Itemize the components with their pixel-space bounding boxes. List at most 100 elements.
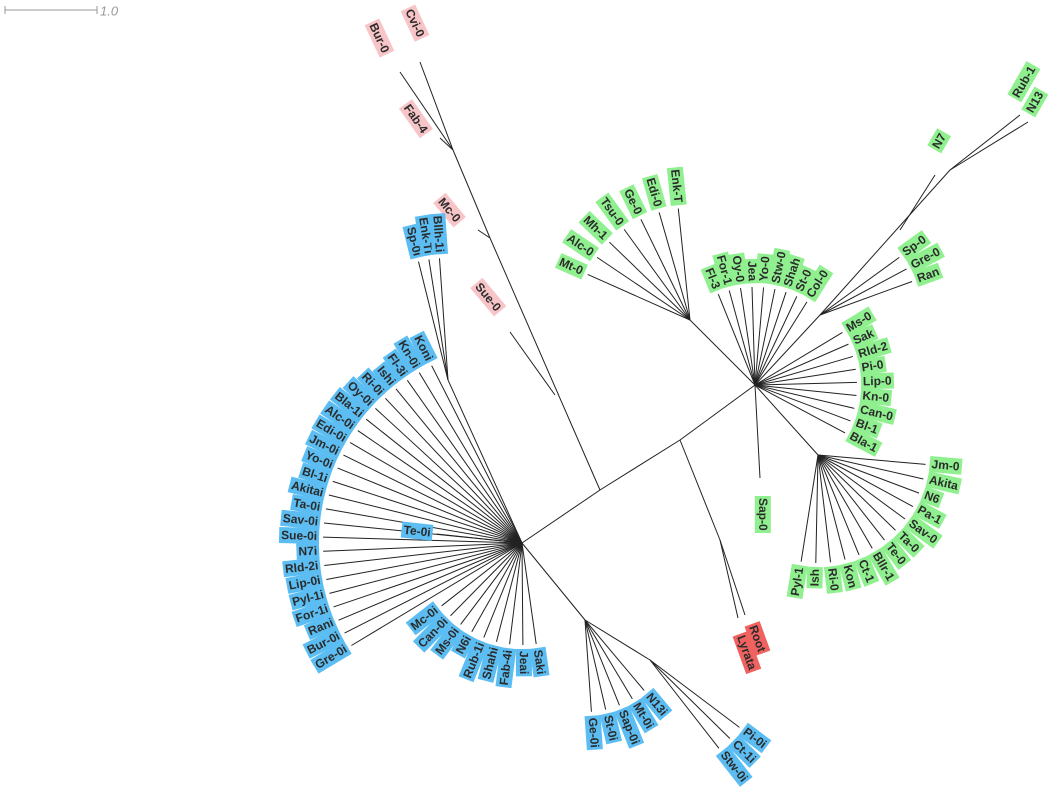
label-bg: [311, 414, 352, 447]
branch: [754, 301, 808, 386]
leaf: Jm-0: [928, 455, 963, 475]
branch: [817, 454, 860, 556]
branch: [323, 536, 523, 544]
label-bg: [854, 337, 892, 363]
leaf-label: Kon: [841, 563, 860, 589]
label-bg: [1021, 86, 1049, 118]
leaf: Shahi: [477, 643, 503, 683]
branch: [489, 237, 601, 491]
branch: [326, 542, 523, 580]
label-bg: [458, 637, 489, 683]
label-bg: [666, 166, 687, 207]
leaf: Fab-4: [398, 99, 433, 139]
leaf-label: Ri-0: [825, 567, 842, 591]
label-bg: [470, 277, 507, 317]
label-bg: [301, 446, 338, 474]
branch: [649, 659, 720, 749]
branch: [754, 296, 798, 386]
branch: [521, 542, 586, 621]
label-bg: [329, 386, 369, 423]
label-bg: [754, 496, 771, 534]
branch: [328, 494, 523, 544]
branch: [584, 619, 592, 712]
branch: [351, 542, 523, 646]
branch: [817, 454, 914, 507]
branch: [754, 384, 855, 409]
leaf: Oy-0: [728, 252, 749, 286]
branch: [817, 454, 926, 465]
label-bg: [303, 613, 338, 641]
label-bg: [806, 566, 823, 589]
label-bg: [778, 253, 805, 291]
branch: [399, 71, 454, 151]
leaf: Pyl-1: [786, 563, 808, 600]
leaf: Mt-0: [554, 253, 588, 280]
label-bg: [925, 471, 962, 495]
label-bg: [614, 705, 645, 749]
branch: [599, 439, 681, 491]
branch: [521, 542, 524, 646]
branch: [333, 542, 523, 608]
leaf: Pi-0: [858, 355, 887, 376]
label-bg: [584, 715, 603, 751]
branch: [447, 379, 523, 544]
branch: [817, 454, 924, 480]
leaf: Sap-0: [754, 496, 771, 534]
leaf-label: Fab-4i: [497, 649, 515, 686]
label-bg: [342, 376, 379, 411]
branch: [751, 287, 756, 386]
branch: [949, 114, 1021, 171]
label-bg: [400, 521, 434, 541]
leaf: Lip-0: [860, 372, 895, 390]
label-bg: [433, 192, 466, 228]
branch: [754, 287, 765, 386]
label-bg: [578, 210, 613, 245]
branch: [649, 659, 740, 728]
leaf-label: Lip-0: [863, 374, 892, 389]
leaf-label: Pi-0: [860, 357, 884, 374]
label-bg: [554, 253, 588, 280]
branch: [679, 439, 721, 541]
label-bg: [893, 526, 925, 558]
branch: [509, 542, 523, 645]
branch: [329, 542, 523, 594]
branch: [460, 542, 523, 625]
leaf: Jeai: [515, 648, 532, 677]
leaf-label: Yo-0: [756, 255, 772, 282]
branch: [689, 319, 756, 386]
label-bg: [382, 348, 413, 382]
leaf-label: Jeai: [517, 651, 531, 674]
branch: [649, 659, 731, 739]
branch: [332, 480, 523, 544]
label-bg: [628, 697, 659, 734]
branch: [817, 454, 885, 541]
scale-bar: 1.0: [4, 3, 119, 18]
label-bg: [851, 414, 883, 439]
branch: [754, 288, 776, 386]
label-bg: [841, 306, 877, 337]
leaf-label: N7: [929, 131, 949, 152]
label-bg: [859, 387, 893, 407]
branch: [471, 542, 523, 633]
label-bg: [858, 355, 887, 376]
branch: [728, 290, 756, 386]
branch: [596, 256, 691, 321]
leaf: Ri-0: [823, 565, 843, 594]
branch: [609, 241, 691, 321]
leaf-label: St-0i: [601, 714, 620, 742]
leaf: Fab-4i: [495, 647, 517, 689]
label-bg: [856, 400, 897, 425]
branch: [385, 397, 523, 544]
label-bg: [296, 542, 320, 560]
branch: [754, 291, 787, 386]
leaf-label: Sue-0i: [281, 528, 317, 543]
leaf: Bur-0: [364, 18, 395, 58]
leaf: Te-0: [881, 537, 912, 570]
leaf: Sak: [848, 324, 879, 350]
leaf: Ish: [806, 566, 823, 589]
branch: [395, 388, 523, 544]
branch: [584, 619, 607, 710]
branch: [754, 355, 854, 386]
leaf-label: Pyl-1: [788, 566, 806, 597]
